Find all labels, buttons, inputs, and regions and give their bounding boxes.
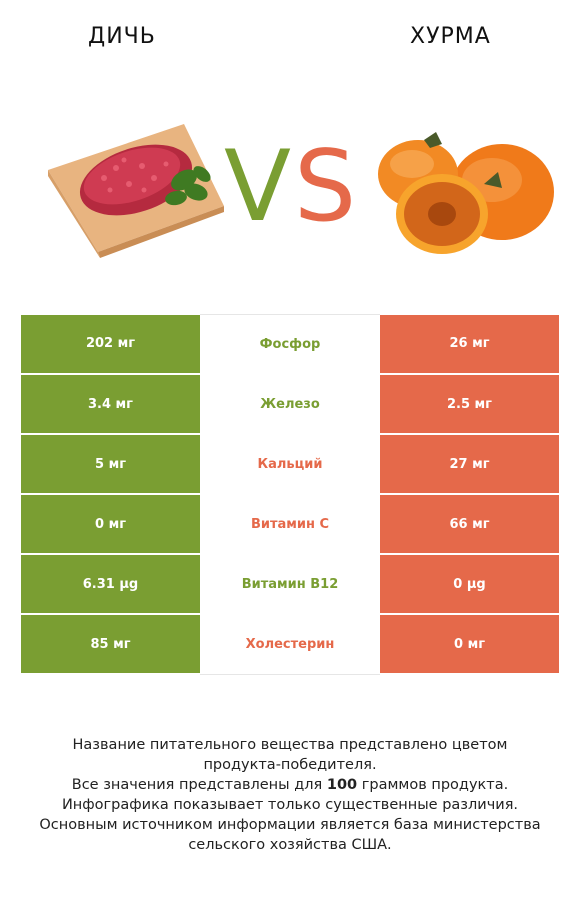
footer-line-3: Все значения представлены для 100 граммо… — [71, 777, 509, 793]
footer-line-5: Основным источником информации является … — [39, 817, 541, 833]
footer-line-1: Название питательного вещества представл… — [72, 737, 508, 753]
table-row: 0 мг Витамин C 66 мг — [21, 493, 559, 555]
nutrient-name: Кальций — [200, 433, 380, 495]
footer-notes: Название питательного вещества представл… — [20, 735, 560, 855]
left-value: 3.4 мг — [21, 374, 200, 435]
left-value: 6.31 µg — [21, 554, 200, 615]
right-value: 66 мг — [380, 494, 559, 555]
footer-line-6: сельского хозяйства США. — [188, 837, 392, 853]
footer-line-2: продукта-победителя. — [203, 757, 377, 773]
left-value: 0 мг — [21, 494, 200, 555]
left-value: 202 мг — [21, 314, 200, 375]
nutrient-name: Фосфор — [200, 314, 380, 375]
right-value: 0 µg — [380, 554, 559, 615]
vs-v: V — [224, 132, 291, 232]
right-value: 2.5 мг — [380, 374, 559, 435]
nutrient-name: Железо — [200, 373, 380, 435]
right-value: 26 мг — [380, 314, 559, 375]
nutrient-name: Витамин B12 — [200, 553, 380, 615]
meat-image — [48, 124, 224, 258]
table-row: 85 мг Холестерин 0 мг — [21, 613, 559, 675]
right-value: 0 мг — [380, 614, 559, 675]
left-value: 85 мг — [21, 614, 200, 675]
title-left: ДИЧЬ — [88, 24, 156, 49]
nutrient-name: Витамин C — [200, 493, 380, 555]
right-value: 27 мг — [380, 434, 559, 495]
footer-line-4: Инфографика показывает только существенн… — [61, 797, 519, 813]
table-row: 3.4 мг Железо 2.5 мг — [21, 373, 559, 435]
vs-label: V S — [224, 132, 356, 232]
left-value: 5 мг — [21, 434, 200, 495]
persimmon-image — [378, 132, 554, 254]
title-right: ХУРМА — [410, 24, 491, 49]
nutrient-name: Холестерин — [200, 613, 380, 675]
comparison-table: 202 мг Фосфор 26 мг 3.4 мг Железо 2.5 мг 5 мг К… — [21, 314, 559, 675]
table-row: 6.31 µg Витамин B12 0 µg — [21, 553, 559, 615]
vs-s: S — [294, 132, 356, 232]
table-row: 202 мг Фосфор 26 мг — [21, 314, 559, 375]
table-row: 5 мг Кальций 27 мг — [21, 433, 559, 495]
